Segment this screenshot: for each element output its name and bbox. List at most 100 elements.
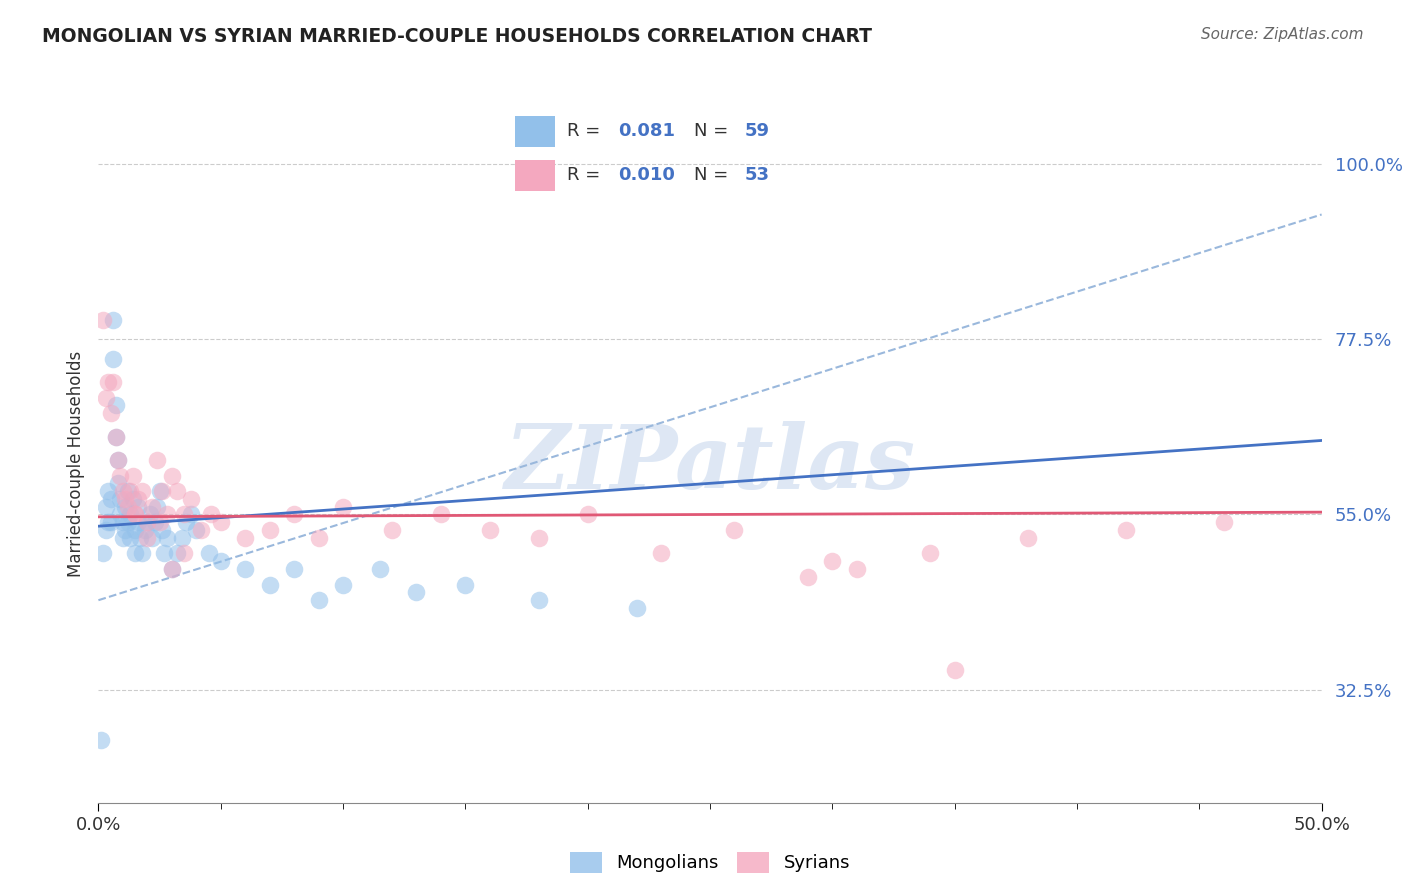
Text: Source: ZipAtlas.com: Source: ZipAtlas.com bbox=[1201, 27, 1364, 42]
Point bbox=[156, 508, 179, 522]
Point bbox=[259, 577, 281, 591]
Point bbox=[308, 593, 330, 607]
Point bbox=[146, 453, 169, 467]
Point bbox=[114, 491, 136, 506]
Point bbox=[233, 531, 256, 545]
Point bbox=[91, 546, 114, 560]
Point bbox=[120, 531, 142, 545]
Point bbox=[110, 508, 132, 522]
Point bbox=[200, 508, 222, 522]
Point bbox=[233, 562, 256, 576]
Text: 0.081: 0.081 bbox=[619, 122, 675, 140]
Point bbox=[943, 663, 966, 677]
Point bbox=[107, 453, 129, 467]
Point bbox=[173, 546, 195, 560]
Legend: Mongolians, Syrians: Mongolians, Syrians bbox=[561, 843, 859, 882]
Point bbox=[117, 500, 139, 514]
Text: N =: N = bbox=[693, 166, 734, 184]
Point bbox=[139, 508, 162, 522]
Text: R =: R = bbox=[567, 166, 606, 184]
Point bbox=[114, 523, 136, 537]
Point bbox=[124, 523, 146, 537]
Point bbox=[920, 546, 942, 560]
Text: 59: 59 bbox=[745, 122, 770, 140]
Point bbox=[197, 546, 219, 560]
Point bbox=[170, 531, 193, 545]
Point bbox=[107, 476, 129, 491]
Point bbox=[97, 484, 120, 499]
Point bbox=[127, 500, 149, 514]
Point bbox=[821, 554, 844, 568]
Point bbox=[117, 516, 139, 530]
Point bbox=[114, 500, 136, 514]
Point bbox=[127, 491, 149, 506]
Point bbox=[107, 453, 129, 467]
Point bbox=[723, 523, 745, 537]
Point bbox=[136, 531, 159, 545]
Point bbox=[160, 562, 183, 576]
Point bbox=[160, 562, 183, 576]
Point bbox=[405, 585, 427, 599]
Point bbox=[100, 406, 122, 420]
Point bbox=[430, 508, 453, 522]
Y-axis label: Married-couple Households: Married-couple Households bbox=[66, 351, 84, 577]
Point bbox=[100, 516, 122, 530]
Point bbox=[332, 577, 354, 591]
Text: R =: R = bbox=[567, 122, 606, 140]
Point bbox=[141, 500, 163, 514]
Point bbox=[121, 491, 143, 506]
Point bbox=[110, 491, 132, 506]
Point bbox=[91, 312, 114, 326]
Point bbox=[97, 516, 120, 530]
Bar bbox=[515, 116, 554, 147]
Text: MONGOLIAN VS SYRIAN MARRIED-COUPLE HOUSEHOLDS CORRELATION CHART: MONGOLIAN VS SYRIAN MARRIED-COUPLE HOUSE… bbox=[42, 27, 872, 45]
Point bbox=[129, 531, 152, 545]
Point bbox=[797, 570, 820, 584]
Point bbox=[1115, 523, 1137, 537]
Point bbox=[626, 601, 648, 615]
Point bbox=[94, 500, 117, 514]
Point bbox=[209, 516, 232, 530]
Point bbox=[120, 484, 142, 499]
Point bbox=[454, 577, 477, 591]
Text: 53: 53 bbox=[745, 166, 770, 184]
Point bbox=[845, 562, 868, 576]
Point bbox=[259, 523, 281, 537]
Point bbox=[117, 484, 139, 499]
Point bbox=[104, 429, 127, 443]
Point bbox=[94, 391, 117, 405]
Point bbox=[101, 351, 124, 366]
Text: ZIPatlas: ZIPatlas bbox=[505, 421, 915, 507]
Point bbox=[100, 491, 122, 506]
Point bbox=[166, 546, 188, 560]
Point bbox=[173, 508, 195, 522]
Point bbox=[121, 468, 143, 483]
Point bbox=[127, 516, 149, 530]
Point bbox=[190, 523, 212, 537]
Point bbox=[94, 523, 117, 537]
Point bbox=[146, 500, 169, 514]
Point bbox=[97, 375, 120, 389]
Point bbox=[368, 562, 391, 576]
Point bbox=[478, 523, 501, 537]
Point bbox=[283, 508, 305, 522]
Point bbox=[527, 593, 550, 607]
Text: 0.010: 0.010 bbox=[619, 166, 675, 184]
Point bbox=[120, 508, 142, 522]
Point bbox=[209, 554, 232, 568]
Point bbox=[650, 546, 672, 560]
Point bbox=[101, 312, 124, 326]
Point bbox=[176, 516, 198, 530]
Point bbox=[110, 468, 132, 483]
Point bbox=[136, 516, 159, 530]
Point bbox=[134, 523, 156, 537]
Point bbox=[150, 484, 173, 499]
Point bbox=[332, 500, 354, 514]
Point bbox=[180, 508, 202, 522]
Point bbox=[186, 523, 208, 537]
Point bbox=[160, 468, 183, 483]
Point bbox=[131, 546, 153, 560]
Point bbox=[156, 531, 179, 545]
Point bbox=[124, 546, 146, 560]
Point bbox=[180, 491, 202, 506]
